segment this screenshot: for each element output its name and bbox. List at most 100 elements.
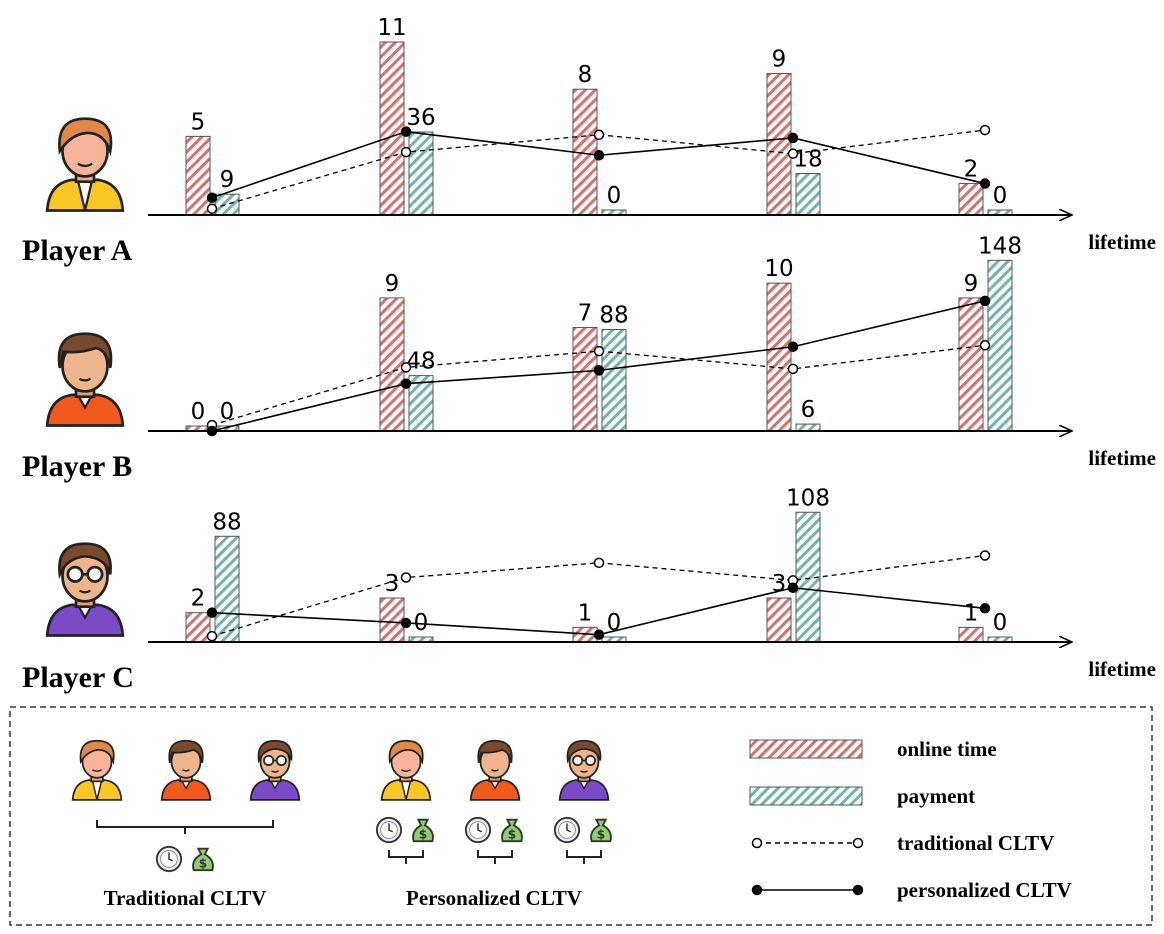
bar (379, 597, 405, 643)
bar (185, 135, 211, 216)
avatar (45, 332, 125, 428)
money-icon (590, 818, 612, 843)
point (593, 629, 605, 640)
icons (375, 816, 612, 864)
point (979, 124, 991, 136)
point (593, 365, 605, 376)
bar (572, 326, 598, 432)
group-label: Traditional CLTV (104, 886, 267, 910)
point (787, 341, 799, 352)
data-label: 88 (212, 509, 241, 535)
bar (958, 626, 984, 643)
bar (214, 535, 240, 643)
point (979, 339, 991, 351)
legend-marker (852, 837, 864, 849)
legend-label: personalized CLTV (897, 878, 1072, 902)
point (979, 178, 991, 189)
bar (408, 131, 434, 216)
bar (958, 183, 984, 216)
line (211, 586, 986, 636)
data-label: 1 (578, 600, 593, 626)
point (206, 607, 218, 618)
bar (185, 612, 211, 643)
avatar (160, 739, 212, 802)
data-label: 48 (406, 349, 435, 375)
avatar (380, 739, 432, 802)
point (400, 617, 412, 629)
point (787, 582, 799, 594)
line (211, 130, 986, 199)
clock-icon (155, 845, 183, 873)
chart-title: Player A (22, 234, 133, 267)
point (593, 345, 605, 357)
bracket (96, 820, 274, 834)
bar (379, 41, 405, 216)
point (593, 149, 605, 161)
avatar (249, 739, 301, 802)
x-axis-label: lifetime (1088, 657, 1156, 681)
clock-icon (464, 816, 492, 844)
avatar (558, 739, 610, 802)
data-label: 11 (377, 15, 406, 41)
point (787, 132, 799, 144)
data-label: 2 (964, 157, 979, 183)
data-label: 9 (964, 271, 979, 297)
data-label: 0 (993, 183, 1008, 209)
data-label: 2 (191, 586, 206, 612)
bar (766, 282, 792, 432)
money-icon (501, 818, 523, 843)
point (206, 630, 218, 642)
data-label: 0 (220, 399, 235, 425)
money-icon (192, 847, 214, 872)
legend-marker (852, 884, 864, 896)
bar (379, 297, 405, 432)
clock-icon (375, 816, 403, 844)
bar (795, 172, 821, 216)
legend-swatch (749, 739, 863, 759)
data-label: 3 (385, 571, 400, 597)
bar (601, 329, 627, 432)
legend-marker (751, 837, 763, 849)
data-label: 9 (220, 167, 235, 193)
data-label: 0 (607, 183, 622, 209)
legend-label: payment (897, 784, 975, 808)
point (593, 129, 605, 141)
data-label: 88 (599, 303, 628, 329)
data-label: 36 (406, 105, 435, 131)
bar (766, 597, 792, 643)
bar (766, 72, 792, 216)
x-axis-label: lifetime (1088, 446, 1156, 470)
legend-frame (9, 706, 1153, 926)
point (206, 425, 218, 437)
legend-marker (751, 884, 763, 896)
line (211, 344, 986, 426)
avatar (45, 117, 125, 213)
money-icon (412, 818, 434, 843)
point (400, 126, 412, 137)
point (979, 295, 991, 307)
chart-title: Player B (22, 450, 132, 483)
point (787, 148, 799, 159)
legend-box: Traditional CLTV Personalized CLTV (9, 706, 1153, 926)
avatar (469, 739, 521, 802)
data-label: 10 (764, 256, 793, 282)
point (206, 192, 218, 203)
point (400, 572, 412, 583)
data-label: 0 (191, 399, 206, 425)
chart: Player B lifetime 0 9 7 10 9 0 48 88 6 148 (22, 233, 1156, 483)
bar (214, 193, 240, 216)
avatar (45, 542, 125, 638)
data-label: 7 (578, 300, 593, 326)
data-label: 9 (772, 46, 787, 72)
data-label: 108 (786, 485, 830, 511)
data-label: 0 (993, 610, 1008, 636)
point (979, 603, 991, 614)
legend-label: online time (897, 737, 997, 761)
data-label: 9 (385, 271, 400, 297)
avatar (71, 739, 123, 802)
bar (795, 423, 821, 432)
bar (958, 297, 984, 432)
